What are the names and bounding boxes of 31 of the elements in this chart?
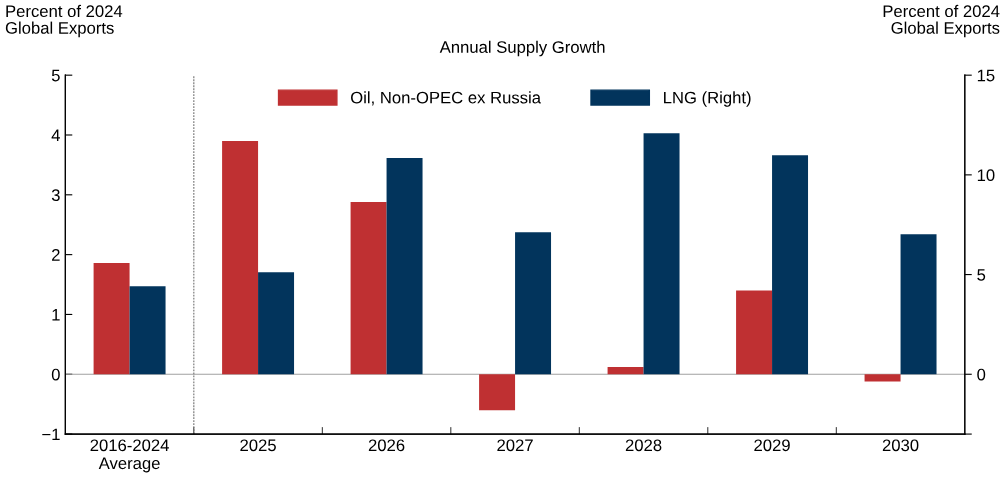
y-axis-title: Percent of 2024 Global Exports <box>5 4 123 38</box>
x-tick-label: 2028 <box>625 439 662 452</box>
y-tick-label: 0 <box>51 368 60 381</box>
bar <box>222 140 259 375</box>
y2-tick-label: 15 <box>977 69 995 82</box>
x-tick-label: 2025 <box>240 439 276 452</box>
bar <box>643 133 680 375</box>
y-tick-label: 5 <box>51 69 60 82</box>
legend-label: LNG (Right) <box>664 91 751 107</box>
y2-tick-label: 10 <box>977 169 995 182</box>
y-tick-label: −1 <box>42 428 60 441</box>
y-tick-label: 3 <box>51 189 60 202</box>
bar <box>607 367 644 375</box>
x-tick-label: 2016-2024 Average <box>90 439 169 473</box>
bar <box>515 232 552 375</box>
bar <box>864 374 901 382</box>
legend-label: Oil, Non-OPEC ex Russia <box>351 91 542 106</box>
text: Annual Supply Growth <box>439 40 605 57</box>
y2-tick-label: 0 <box>977 368 986 381</box>
y-tick-label: 2 <box>52 249 60 261</box>
y2-axis-title: Percent of 2024 Global Exports <box>883 4 1000 38</box>
bar <box>900 234 937 375</box>
bar <box>772 155 809 375</box>
x-tick-label: 2026 <box>368 439 405 452</box>
y2-tick-label: 5 <box>977 269 986 281</box>
x-tick-label: 2029 <box>754 439 790 452</box>
bar <box>479 374 516 411</box>
y-tick-label: 4 <box>51 129 60 142</box>
y-tick-label: 1 <box>52 309 60 321</box>
x-tick-label: 2030 <box>882 439 919 452</box>
x-tick-label: 2027 <box>497 439 533 452</box>
